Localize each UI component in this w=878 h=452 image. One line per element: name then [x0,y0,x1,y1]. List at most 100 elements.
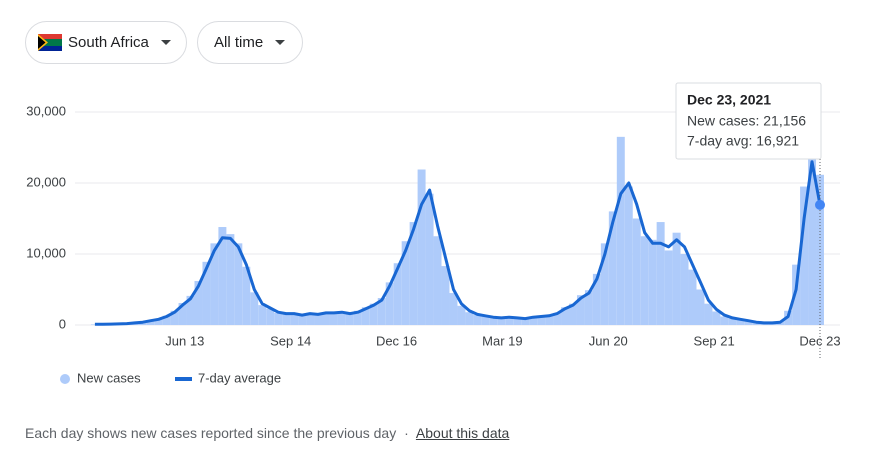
bar [808,140,817,325]
bar [569,303,577,325]
bar [186,295,195,325]
bar [202,261,211,325]
bar [170,310,179,325]
bar [608,211,617,325]
bar [664,250,673,325]
x-tick-label: Mar 19 [482,333,522,348]
bar [178,302,187,325]
bar [250,292,259,325]
x-tick-label: Jun 13 [165,333,204,348]
bar [648,239,657,325]
bar [481,316,490,325]
bar [329,313,338,325]
bar [218,227,227,325]
bar [337,311,346,325]
bar [425,193,434,325]
bar [616,136,625,325]
hover-dot [815,199,825,210]
bar [497,318,506,325]
bar [274,312,283,325]
bar [752,322,761,325]
bar [728,318,737,325]
bar [234,243,243,325]
bar [146,320,155,325]
tooltip-box [675,82,822,160]
bar [290,312,299,325]
bar [792,264,801,325]
about-link[interactable]: About this data [415,425,510,441]
bar [321,312,330,325]
chart: New cases 7-day average 0 10,000 20,000 30,… [26,82,841,385]
bar [624,186,633,325]
bar [561,307,570,325]
legend-label: 7-day average [198,370,281,385]
bar [393,263,402,325]
bar [680,254,689,325]
bar [433,236,442,325]
bar [553,312,562,325]
x-tick-label: Dec 23 [799,333,840,348]
footer-sep: · [404,425,409,441]
bar [258,305,267,325]
bar [800,186,809,325]
bar [576,295,585,325]
bar [592,273,601,325]
x-tick-label: Sep 21 [694,333,735,348]
bar [656,222,665,325]
bar [537,315,546,325]
bar [441,266,450,325]
bar [162,315,171,325]
bar [266,308,275,325]
bar [521,319,530,325]
bar [505,316,514,325]
range-select[interactable]: All time [197,21,303,64]
bar [377,298,386,325]
bar [409,222,418,325]
bar [744,321,753,325]
bar [696,289,705,325]
x-tick-label: Sep 14 [270,333,311,348]
bar [704,303,713,325]
bar [473,315,482,325]
bar [154,318,163,325]
bar [226,234,235,325]
bar [242,266,251,325]
tooltip-line: 7-day avg: 16,921 [687,133,799,149]
bar [600,243,609,325]
legend-label: New cases [77,370,141,385]
region-select[interactable]: South Africa [25,21,187,64]
y-tick-label: 0 [59,316,66,331]
bar [401,241,410,325]
bar [449,293,458,325]
bar [688,269,697,325]
bar [385,282,394,325]
bar [417,169,426,325]
bar [545,315,554,325]
bar [361,307,370,325]
bar [314,315,322,325]
bar [632,218,641,325]
bar [720,316,729,325]
avg-line [94,160,822,326]
footer: Each day shows new cases reported since … [25,425,509,441]
bar [736,320,745,325]
bar [712,311,721,325]
bar [640,236,649,325]
x-tick-label: Jun 20 [589,333,628,348]
bar [489,317,498,325]
x-tick-label: Dec 16 [376,333,417,348]
bar [369,303,378,325]
footer-note: Each day shows new cases reported since … [25,425,397,441]
bar [298,315,307,325]
y-tick-label: 10,000 [26,245,66,260]
region-label: South Africa [68,34,149,51]
tooltip: Dec 23, 2021 New cases: 21,156 7-day avg: … [675,82,822,160]
range-label: All time [214,34,264,51]
y-tick-label: 30,000 [26,103,66,118]
bar [465,312,474,325]
bar [584,290,593,325]
bar [282,314,291,325]
bar [345,314,354,325]
flag [38,34,62,51]
